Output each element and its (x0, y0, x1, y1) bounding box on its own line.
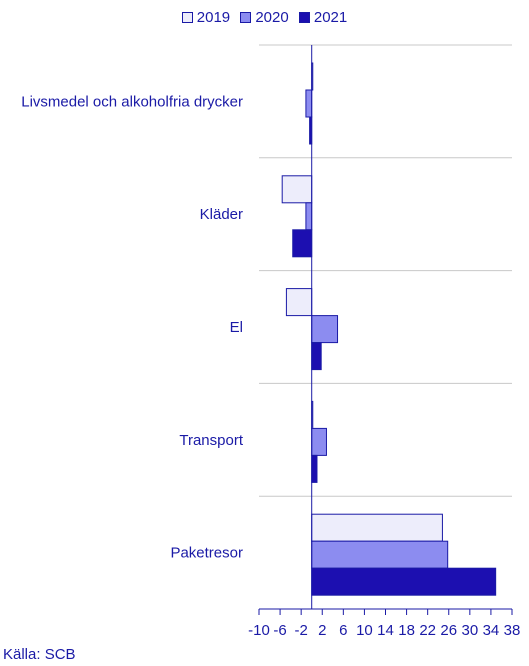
legend-item-2021: 2021 (298, 9, 348, 26)
legend-label-2019: 2019 (196, 9, 231, 26)
bar-2021 (311, 454, 318, 483)
bar-2021 (311, 342, 322, 371)
x-tick-label: 14 (377, 622, 394, 639)
category-label: Transport (179, 432, 243, 449)
x-tick-label: 2 (318, 622, 326, 639)
bar-2019 (281, 175, 313, 204)
x-tick-label: 10 (356, 622, 373, 639)
legend-item-2019: 2019 (181, 9, 231, 26)
legend-swatch-2020 (240, 12, 252, 23)
category-label: Kläder (200, 206, 243, 223)
x-tick-label: 26 (440, 622, 457, 639)
bar-2020 (311, 315, 339, 344)
bar-2021 (292, 229, 313, 258)
x-tick-label: 22 (419, 622, 436, 639)
bar-2020 (311, 540, 449, 569)
bar-2020 (311, 427, 327, 456)
legend-item-2020: 2020 (240, 9, 289, 26)
x-tick-label: 30 (461, 622, 478, 639)
x-tick-label: -10 (248, 622, 270, 639)
x-tick-label: -6 (273, 622, 286, 639)
bar-2021 (311, 567, 497, 596)
legend-label-2021: 2021 (313, 9, 348, 26)
bar-2020 (305, 89, 313, 118)
legend-label-2020: 2020 (255, 9, 289, 26)
bar-2020 (305, 202, 313, 231)
legend: 2019 2020 2021 (0, 9, 529, 27)
category-label: Paketresor (170, 545, 243, 562)
x-tick-label: 6 (339, 622, 347, 639)
x-tick-label: 34 (483, 622, 500, 639)
x-tick-label: 38 (504, 622, 521, 639)
x-tick-label: 18 (398, 622, 415, 639)
legend-swatch-2021 (298, 12, 310, 23)
bar-2019 (285, 288, 313, 317)
category-label: Livsmedel och alkoholfria drycker (21, 93, 243, 110)
category-label: El (230, 319, 243, 336)
bar-2019 (311, 513, 443, 542)
source-note: Källa: SCB (3, 646, 76, 663)
x-tick-label: -2 (294, 622, 307, 639)
legend-swatch-2019 (181, 12, 193, 23)
